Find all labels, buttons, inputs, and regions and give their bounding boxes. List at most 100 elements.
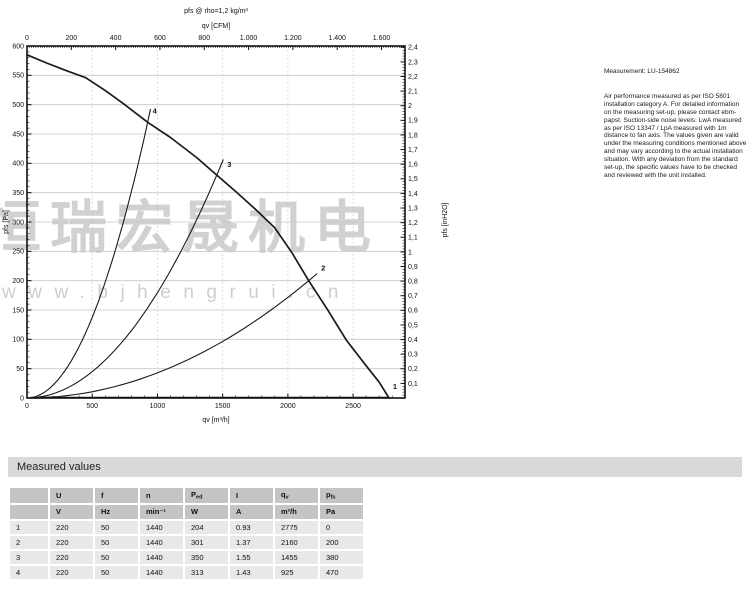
- operating-point-label-1: 1: [393, 382, 397, 391]
- right-tick-label: 0,9: [408, 264, 418, 271]
- right-tick-label: 0,1: [408, 381, 418, 388]
- corner-cell: [10, 488, 48, 503]
- value-cell: 220: [50, 520, 93, 534]
- value-cell: 220: [50, 535, 93, 549]
- unit-cell: V: [50, 504, 93, 519]
- measurement-id: Measurement: LU-154862: [604, 68, 680, 75]
- unit-cell: A: [230, 504, 273, 519]
- value-cell: 220: [50, 565, 93, 579]
- unit-cell: Hz: [95, 504, 138, 519]
- value-cell: 50: [95, 565, 138, 579]
- right-tick-label: 0,2: [408, 366, 418, 373]
- value-cell: 1440: [140, 535, 183, 549]
- left-axis-label: pfs [Pa]: [3, 210, 10, 234]
- value-cell: 50: [95, 520, 138, 534]
- value-cell: 204: [185, 520, 228, 534]
- system-curve-4: [26, 108, 152, 399]
- left-tick-label: 100: [12, 337, 24, 344]
- watermark-cjk-text: 恒瑞宏晟机电: [0, 196, 380, 260]
- value-cell: 200: [320, 535, 363, 549]
- fan-curve: [26, 53, 390, 399]
- right-tick-label: 1,6: [408, 162, 418, 169]
- bottom-axis-label: qv [m³/h]: [202, 417, 229, 424]
- value-cell: 470: [320, 565, 363, 579]
- right-tick-label: 2,4: [408, 45, 418, 52]
- value-cell: 1440: [140, 565, 183, 579]
- unit-cell: W: [185, 504, 228, 519]
- table-row: 2 220 50 1440 301 1.37 2160 200: [10, 535, 363, 549]
- top-tick-label: 400: [110, 35, 122, 42]
- right-tick-label: 1,1: [408, 235, 418, 242]
- right-tick-label: 1,9: [408, 118, 418, 125]
- top-tick-label: 800: [198, 35, 210, 42]
- top-tick-label: 600: [154, 35, 166, 42]
- left-tick-label: 200: [12, 278, 24, 285]
- col-header: Ped: [185, 488, 228, 503]
- value-cell: 0.93: [230, 520, 273, 534]
- table-row: 1 220 50 1440 204 0.93 2775 0: [10, 520, 363, 534]
- top-tick-label: 1.400: [328, 35, 346, 42]
- row-number: 3: [10, 550, 48, 564]
- left-tick-label: 450: [12, 131, 24, 138]
- bottom-tick-label: 500: [86, 403, 98, 410]
- left-tick-label: 300: [12, 219, 24, 226]
- col-header: qv: [275, 488, 318, 503]
- right-tick-label: 2,1: [408, 89, 418, 96]
- left-tick-label: 250: [12, 249, 24, 256]
- unit-cell: Pa: [320, 504, 363, 519]
- left-tick-label: 0: [20, 395, 24, 402]
- right-tick-label: 1,7: [408, 147, 418, 154]
- right-tick-label: 1,5: [408, 176, 418, 183]
- row-number: 1: [10, 520, 48, 534]
- row-number: 4: [10, 565, 48, 579]
- value-cell: 1.37: [230, 535, 273, 549]
- bottom-tick-label: 0: [25, 403, 29, 410]
- col-header: n: [140, 488, 183, 503]
- fan-performance-chart: 恒瑞宏晟机电 www.bjhengrui.cn 0 200 400 600 800 1.000…: [0, 0, 460, 445]
- top-tick-label: 1.200: [284, 35, 302, 42]
- col-header: pfs: [320, 488, 363, 503]
- value-cell: 925: [275, 565, 318, 579]
- right-tick-label: 0,5: [408, 322, 418, 329]
- right-tick-label: 1,4: [408, 191, 418, 198]
- system-curve-3: [26, 159, 224, 399]
- right-tick-label: 1: [408, 249, 412, 256]
- value-cell: 1455: [275, 550, 318, 564]
- left-tick-label: 550: [12, 73, 24, 80]
- value-cell: 50: [95, 550, 138, 564]
- right-tick-label: 2: [408, 103, 412, 110]
- value-cell: 301: [185, 535, 228, 549]
- bottom-tick-label: 1500: [215, 403, 231, 410]
- right-tick-label: 0,6: [408, 308, 418, 315]
- top-tick-label: 0: [25, 35, 29, 42]
- top-tick-label: 1.000: [240, 35, 258, 42]
- operating-point-label-3: 3: [227, 160, 231, 169]
- left-tick-label: 500: [12, 102, 24, 109]
- value-cell: 313: [185, 565, 228, 579]
- left-tick-label: 400: [12, 161, 24, 168]
- value-cell: 0: [320, 520, 363, 534]
- right-tick-label: 0,3: [408, 352, 418, 359]
- right-axis-label: pfs [inH2O]: [442, 202, 449, 237]
- table-row: 3 220 50 1440 350 1.55 1455 380: [10, 550, 363, 564]
- right-tick-label: 2,3: [408, 59, 418, 66]
- right-tick-label: 2,2: [408, 74, 418, 81]
- unit-cell: min⁻¹: [140, 504, 183, 519]
- right-tick-label: 0,4: [408, 337, 418, 344]
- value-cell: 1440: [140, 550, 183, 564]
- value-cell: 380: [320, 550, 363, 564]
- right-tick-label: 1,2: [408, 220, 418, 227]
- value-cell: 220: [50, 550, 93, 564]
- value-cell: 1.55: [230, 550, 273, 564]
- table-row: 4 220 50 1440 313 1.43 925 470: [10, 565, 363, 579]
- top-tick-label: 200: [65, 35, 77, 42]
- section-title: Measured values: [17, 461, 101, 473]
- corner-cell: [10, 504, 48, 519]
- note-text: Air performance measured as per ISO 5801…: [604, 92, 747, 179]
- top-axis-label: qv [CFM]: [202, 23, 230, 30]
